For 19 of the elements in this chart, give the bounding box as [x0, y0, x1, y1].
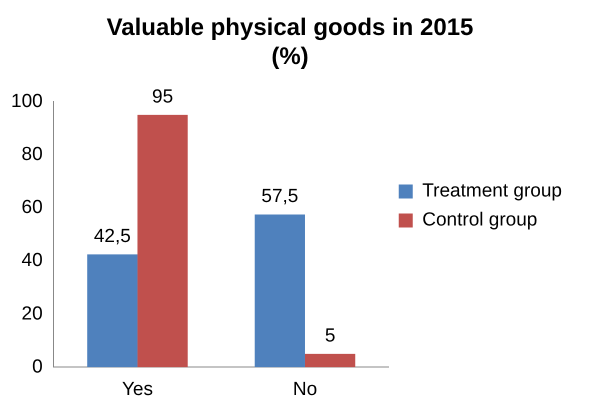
data-label: 42,5 — [94, 226, 131, 248]
bar — [87, 254, 138, 368]
bar — [304, 354, 356, 368]
data-label: 57,5 — [261, 186, 298, 208]
y-tick-label: 80 — [22, 144, 43, 165]
data-label: 5 — [324, 326, 336, 347]
bar — [254, 214, 305, 368]
bar — [137, 114, 188, 368]
y-tick-label: 40 — [22, 250, 43, 272]
y-tick-label: 0 — [32, 356, 43, 378]
y-tick-label: 60 — [22, 197, 43, 218]
x-tick-label: Yes — [122, 378, 153, 400]
y-tick-label: 20 — [22, 303, 43, 324]
chart-title: Valuable physical goods in 2015 (%) — [106, 14, 474, 70]
y-tick-label: 100 — [11, 90, 43, 112]
legend-label: Control group — [422, 210, 538, 231]
data-label: 95 — [152, 86, 174, 108]
x-tick-label: No — [292, 378, 318, 400]
legend-label: Treatment group — [422, 180, 562, 202]
